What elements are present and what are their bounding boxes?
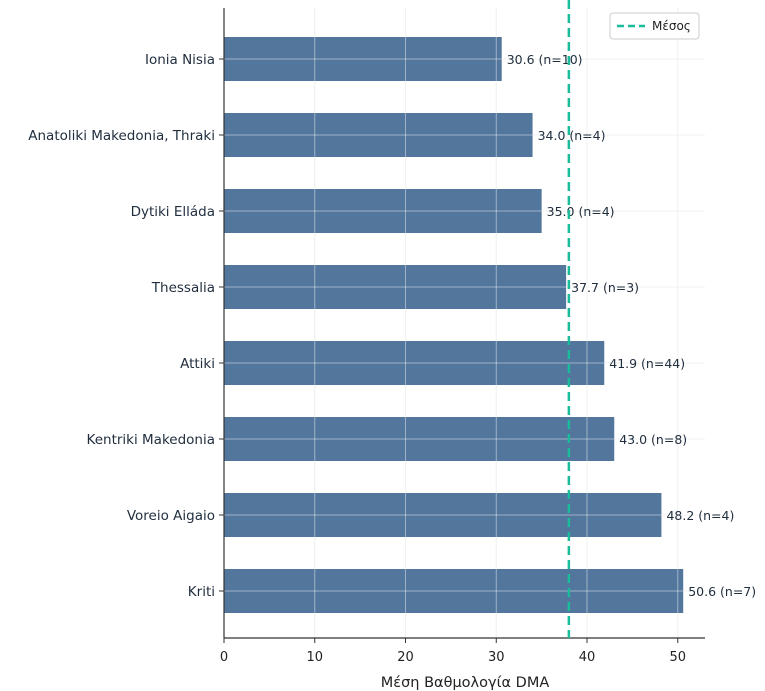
data-label: 37.7 (n=3) <box>571 280 639 295</box>
category-label: Anatoliki Makedonia, Thraki <box>28 128 215 144</box>
category-labels: Ionia Nisia Anatoliki Makedonia, Thraki Dy… <box>28 52 224 600</box>
x-tick-label-1: 10 <box>306 650 323 665</box>
bar <box>224 493 662 537</box>
data-label: 43.0 (n=8) <box>619 432 687 447</box>
x-tick-label-2: 20 <box>397 650 414 665</box>
category-label: Kriti <box>188 584 215 600</box>
category-label: Dytiki Elláda <box>131 204 215 220</box>
bar <box>224 189 542 233</box>
bar <box>224 569 684 613</box>
legend: Μέσος <box>609 12 700 40</box>
x-tick-label-0: 0 <box>220 650 228 665</box>
grid-lines <box>223 8 705 638</box>
data-label: 48.2 (n=4) <box>666 508 734 523</box>
category-label: Kentriki Makedonia <box>87 432 215 448</box>
legend-box <box>609 12 700 40</box>
data-label: 34.0 (n=4) <box>538 128 606 143</box>
x-ticks: 0 10 20 30 40 50 <box>220 638 686 665</box>
x-tick-label-5: 50 <box>670 650 687 665</box>
data-label: 41.9 (n=44) <box>609 356 685 371</box>
data-label: 35.0 (n=4) <box>547 204 615 219</box>
bar <box>224 341 605 385</box>
bars <box>224 8 705 638</box>
data-label: 50.6 (n=7) <box>688 584 756 599</box>
x-tick-label-4: 40 <box>579 650 596 665</box>
category-label: Attiki <box>180 356 215 372</box>
data-label: 30.6 (n=10) <box>507 52 583 67</box>
x-tick-label-3: 30 <box>488 650 505 665</box>
data-labels: 30.6 (n=10) 34.0 (n=4) 35.0 (n=4) 37.7 (n=3… <box>507 52 756 599</box>
x-axis-title: Μέση Βαθμολογία DMA <box>381 675 550 691</box>
bar <box>224 265 567 309</box>
category-label: Ionia Nisia <box>145 52 215 68</box>
bar <box>224 113 533 157</box>
axes <box>223 8 705 639</box>
category-label: Thessalia <box>151 280 215 296</box>
bar <box>224 37 502 81</box>
category-label: Voreio Aigaio <box>127 508 215 524</box>
bar <box>224 417 615 461</box>
legend-label: Μέσος <box>652 19 691 33</box>
